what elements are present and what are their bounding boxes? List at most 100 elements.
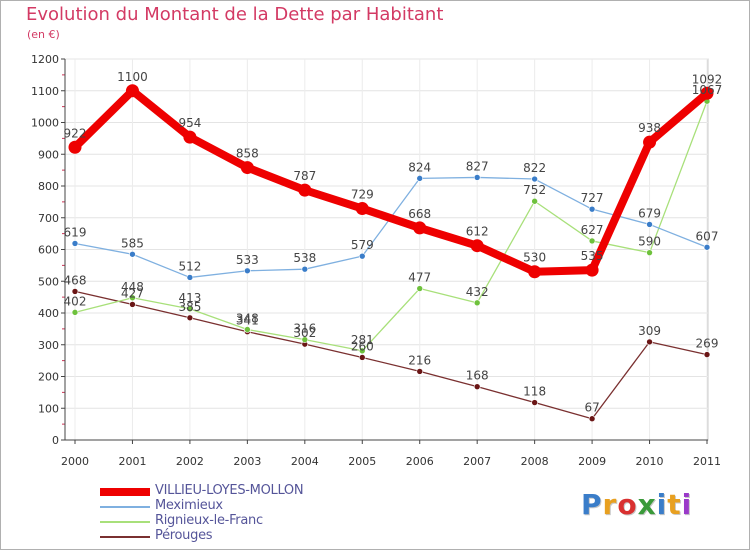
grid-layer	[64, 58, 709, 441]
y-tick-label: 1000	[31, 117, 59, 130]
data-point-1	[244, 267, 251, 275]
data-point-3	[129, 301, 136, 308]
data-label: 533	[236, 253, 259, 267]
data-label: 477	[408, 271, 431, 285]
chart-subtitle: (en €)	[27, 28, 60, 41]
series-line-0	[71, 86, 711, 276]
logo-letter: o	[617, 488, 638, 521]
data-label: 938	[638, 121, 661, 135]
data-point-0	[298, 183, 312, 197]
data-label: 427	[121, 286, 144, 300]
data-label: 402	[64, 294, 87, 308]
data-point-0	[643, 135, 657, 149]
y-tick-label: 200	[38, 371, 59, 384]
data-point-3	[646, 338, 653, 346]
x-tick-label: 2008	[521, 455, 549, 468]
logo-letter: r	[602, 488, 618, 521]
data-point-1	[71, 240, 79, 247]
data-point-2	[531, 197, 538, 205]
data-point-0	[413, 221, 427, 235]
data-point-2	[186, 305, 194, 313]
data-label: 787	[293, 169, 316, 183]
data-label: 922	[64, 126, 87, 140]
legend-label: Meximieux	[155, 498, 223, 513]
data-point-2	[71, 309, 79, 316]
data-label: 752	[523, 183, 546, 197]
y-tick-label: 700	[38, 212, 59, 225]
x-tick-label: 2010	[636, 455, 664, 468]
data-label: 858	[236, 147, 259, 161]
y-tick-label: 600	[38, 244, 59, 257]
x-tick-label: 2001	[118, 455, 146, 468]
data-label: 954	[178, 116, 201, 130]
data-label: 1092	[692, 72, 723, 86]
x-tick-label: 2005	[348, 455, 376, 468]
data-label: 538	[293, 251, 316, 265]
data-label: 281	[351, 333, 374, 347]
x-tick-label: 2009	[578, 455, 606, 468]
data-point-1	[186, 274, 194, 281]
data-point-0	[183, 130, 197, 144]
y-tick-label: 100	[38, 402, 59, 415]
data-point-0	[700, 86, 714, 100]
data-point-0	[68, 140, 82, 154]
data-label: 448	[121, 280, 144, 294]
data-label: 316	[293, 322, 316, 336]
data-label: 627	[581, 223, 604, 237]
y-tick-label: 1100	[31, 85, 59, 98]
x-tick-label: 2006	[406, 455, 434, 468]
data-point-1	[416, 175, 424, 182]
data-point-3	[71, 288, 79, 295]
data-label: 824	[408, 160, 431, 174]
data-label: 619	[64, 225, 87, 239]
data-label: 385	[178, 300, 201, 314]
data-label: 607	[696, 229, 719, 243]
y-tick-label: 400	[38, 307, 59, 320]
data-point-1	[646, 221, 653, 228]
data-point-1	[588, 205, 596, 213]
x-tick-label: 2000	[61, 455, 89, 468]
axis-layer: 0 100 200 300 400 500 600 700 800 900 1000 1100 1200…	[31, 53, 721, 468]
data-label: 348	[236, 312, 259, 326]
y-tick-label: 500	[38, 275, 59, 288]
y-tick-label: 900	[38, 148, 59, 161]
data-point-3	[186, 314, 194, 322]
data-point-2	[473, 299, 481, 307]
proxiti-logo: Proxiti	[581, 488, 692, 521]
x-tick-label: 2003	[233, 455, 261, 468]
data-point-0	[528, 265, 542, 279]
legend-label: Pérouges	[155, 528, 213, 543]
data-point-1	[473, 174, 481, 181]
data-point-2	[129, 294, 136, 302]
data-point-2	[301, 336, 309, 343]
data-point-1	[129, 250, 136, 258]
data-point-2	[646, 249, 653, 256]
data-label: 585	[121, 236, 144, 250]
data-point-3	[473, 383, 481, 390]
x-tick-label: 2007	[463, 455, 491, 468]
logo-letter: i	[656, 488, 668, 521]
series-line-3	[74, 290, 708, 420]
legend-swatch	[100, 536, 150, 538]
logo-letter: t	[667, 488, 682, 521]
data-label: 729	[351, 188, 374, 202]
data-label: 512	[178, 259, 201, 273]
data-point-2	[416, 285, 424, 292]
data-label: 216	[408, 353, 431, 367]
data-label: 1067	[692, 83, 723, 97]
y-tick-label: 0	[52, 434, 59, 447]
data-label: 309	[638, 324, 661, 338]
data-label: 302	[293, 326, 316, 340]
data-label: 530	[523, 251, 546, 265]
data-point-1	[531, 175, 538, 183]
logo-letter: i	[681, 488, 693, 521]
data-point-2	[588, 237, 596, 245]
legend-swatch	[100, 521, 150, 523]
data-label: 590	[638, 235, 661, 249]
data-point-1	[358, 252, 366, 260]
data-label: 579	[351, 238, 374, 252]
data-point-0	[585, 263, 599, 277]
data-label: 432	[466, 285, 489, 299]
data-point-3	[358, 354, 366, 361]
